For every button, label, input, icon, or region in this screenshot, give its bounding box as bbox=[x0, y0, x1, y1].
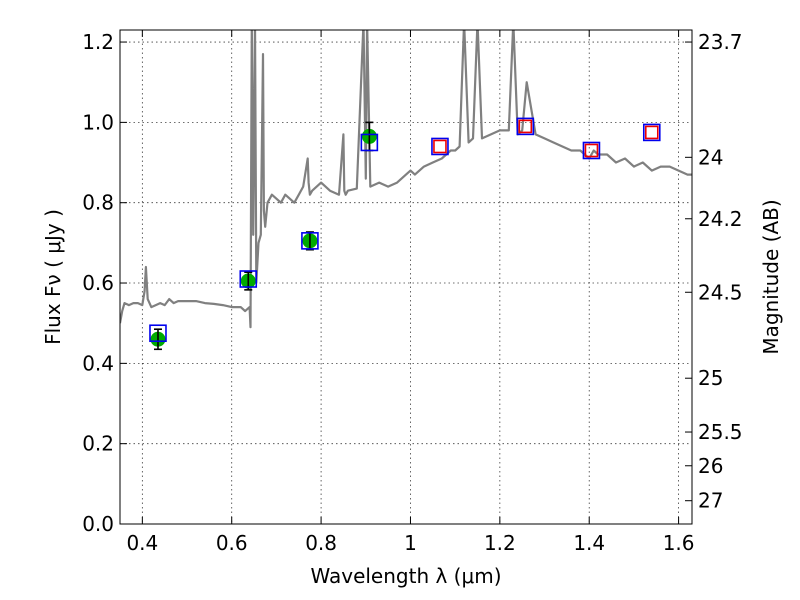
x-tick-label: 0.8 bbox=[305, 531, 337, 555]
model-square-blue bbox=[239, 270, 258, 288]
x-tick-label: 1 bbox=[404, 531, 417, 555]
right-tick-label: 27 bbox=[698, 489, 723, 513]
y-tick-label: 1.2 bbox=[82, 30, 114, 54]
x-tick-label: 0.4 bbox=[126, 531, 158, 555]
model-square-red bbox=[644, 125, 659, 140]
model-square-blue bbox=[301, 232, 319, 250]
right-tick-label: 23.7 bbox=[698, 30, 743, 54]
grid-layer bbox=[120, 30, 692, 525]
model-square-red bbox=[518, 119, 533, 134]
y-axis-title: Flux Fν ( μJy ) bbox=[41, 209, 65, 345]
model-square-blue bbox=[431, 137, 449, 156]
model-square-blue bbox=[360, 133, 379, 152]
y-tick-label: 1.0 bbox=[82, 110, 114, 134]
y-tick-label: 0.0 bbox=[82, 512, 114, 536]
model-square-red bbox=[433, 139, 447, 154]
right-tick-label: 25.5 bbox=[698, 420, 743, 444]
plot-layer bbox=[120, 30, 692, 351]
y-tick-label: 0.6 bbox=[82, 271, 114, 295]
y-right-axis-title: Magnitude (AB) bbox=[759, 199, 783, 354]
model-square-blue bbox=[149, 324, 167, 343]
right-tick-label: 26 bbox=[698, 454, 723, 478]
right-tick-label: 25 bbox=[698, 366, 723, 390]
y-tick-label: 0.2 bbox=[82, 432, 114, 456]
spectrum-line bbox=[120, 30, 692, 329]
model-square-blue bbox=[582, 141, 601, 160]
right-tick-label: 24 bbox=[698, 145, 723, 169]
x-tick-label: 1.4 bbox=[573, 531, 605, 555]
x-tick-label: 1.6 bbox=[663, 531, 695, 555]
y-tick-label: 0.4 bbox=[82, 351, 114, 375]
y-tick-label: 0.8 bbox=[82, 191, 114, 215]
right-tick-label: 24.5 bbox=[698, 280, 743, 304]
x-axis-title: Wavelength λ (μm) bbox=[310, 564, 501, 588]
model-square-blue bbox=[642, 123, 661, 142]
right-tick-label: 24.2 bbox=[698, 207, 743, 231]
model-square-blue bbox=[516, 117, 535, 136]
x-tick-label: 0.6 bbox=[216, 531, 248, 555]
x-tick-label: 1.2 bbox=[484, 531, 516, 555]
plot-frame bbox=[119, 29, 693, 525]
model-square-red bbox=[584, 143, 599, 158]
tick-layer: 0.4 0.6 0.8 1 1.2 1.4 1.6 0.0 0.2 0.4 0.6 0.8 1.0 1.2… bbox=[82, 30, 743, 555]
clipped-plot bbox=[120, 30, 692, 329]
